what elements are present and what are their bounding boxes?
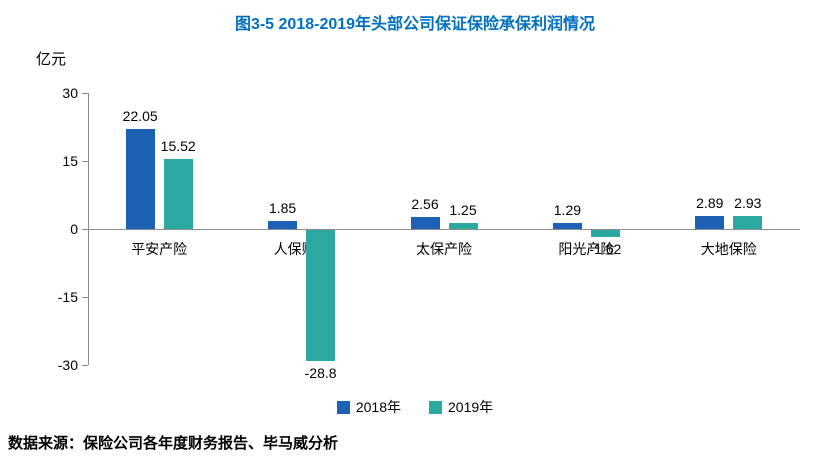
category-label: 平安产险	[131, 241, 188, 257]
y-tick-label: 0	[70, 221, 78, 237]
bar-value-label: -1.62	[589, 241, 622, 258]
y-tick-mark	[82, 161, 88, 162]
bar-s0-c2	[410, 217, 440, 229]
source-note: 数据来源：保险公司各年度财务报告、毕马威分析	[8, 435, 339, 452]
bar-value-label: 2.93	[734, 194, 762, 211]
legend-item-2018: 2018年	[336, 397, 401, 417]
legend-label-2019: 2019年	[448, 399, 494, 415]
bar-s1-c1	[306, 230, 336, 361]
bar-value-label: 1.85	[268, 199, 297, 216]
y-tick-mark	[82, 365, 88, 366]
bar-s1-c2	[448, 223, 478, 229]
bar-s1-c3	[590, 230, 620, 238]
bar-s1-c4	[733, 215, 763, 229]
bar-value-label: 1.29	[553, 202, 582, 219]
y-axis-unit-label: 亿元	[36, 51, 67, 68]
legend-label-2018: 2018年	[355, 399, 401, 415]
bar-value-label: -28.8	[304, 364, 337, 381]
y-tick-label: -15	[57, 289, 78, 305]
plot-area: 30 15 0 -15 -30 平安产险 22.05 15.52 人保财险 1.85 -28.8 太保…	[58, 85, 800, 381]
y-tick-mark	[82, 229, 88, 230]
bar-value-label: 2.56	[411, 196, 439, 213]
bar-s0-c1	[268, 220, 298, 229]
legend: 2018年 2019年	[0, 397, 830, 417]
bar-value-label: 15.52	[160, 137, 196, 154]
bar-s0-c4	[695, 215, 725, 229]
bar-s0-c3	[552, 223, 582, 229]
bar-s1-c0	[163, 158, 193, 229]
y-tick-label: -30	[57, 357, 78, 373]
y-tick-mark	[82, 297, 88, 298]
legend-swatch-2018-icon	[336, 400, 350, 414]
category-label: 太保产险	[416, 241, 472, 257]
category-label: 大地保险	[700, 241, 757, 257]
y-tick-mark	[82, 93, 88, 94]
bar-value-label: 22.05	[122, 108, 158, 125]
legend-item-2019: 2019年	[429, 397, 493, 417]
y-tick-label: 15	[62, 153, 78, 169]
category-label: 人保财险	[273, 241, 330, 257]
chart-title: 图3-5 2018-2019年头部公司保证保险承保利润情况	[234, 16, 596, 33]
legend-swatch-2019-icon	[429, 400, 442, 414]
bar-value-label: 1.25	[449, 202, 477, 219]
bar-value-label: 2.89	[696, 194, 724, 211]
zero-line	[88, 229, 800, 230]
bar-s0-c0	[125, 129, 155, 229]
category-label: 阳光产险	[558, 241, 615, 257]
y-tick-label: 30	[62, 85, 78, 101]
